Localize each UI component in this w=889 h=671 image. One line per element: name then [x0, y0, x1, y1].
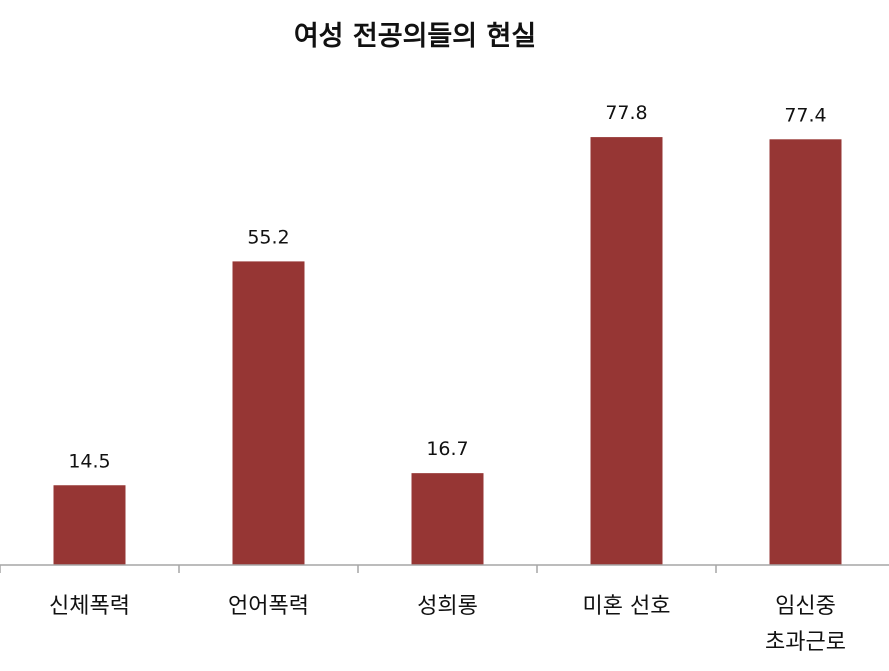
- category-label: 언어폭력: [228, 594, 309, 619]
- category-label: 초과근로: [765, 630, 846, 655]
- category-label: 신체폭력: [49, 594, 130, 619]
- bar: [411, 473, 484, 565]
- data-label: 14.5: [68, 450, 110, 472]
- data-label: 16.7: [426, 438, 468, 460]
- value-labels-group: 14.5 55.2 16.7 77.8 77.4: [68, 102, 826, 472]
- data-label: 77.8: [605, 102, 647, 124]
- bar: [590, 137, 663, 565]
- x-axis-ticks: [0, 565, 717, 573]
- data-label: 55.2: [247, 226, 289, 248]
- category-label: 미혼 선호: [583, 594, 671, 619]
- chart-title: 여성 전공의들의 현실: [294, 21, 536, 52]
- category-label: 성희롱: [417, 594, 478, 619]
- bars-group: [53, 137, 842, 566]
- bar: [53, 485, 126, 565]
- category-label: 임신중: [775, 594, 836, 619]
- bar: [769, 139, 842, 566]
- bar: [232, 261, 305, 565]
- data-label: 77.4: [784, 104, 826, 126]
